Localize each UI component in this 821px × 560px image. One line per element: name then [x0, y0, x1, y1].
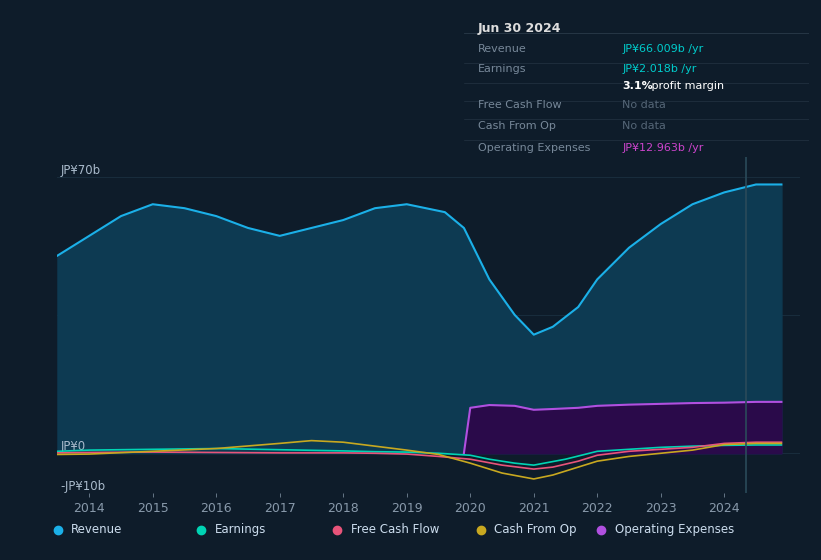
Text: 3.1%: 3.1%: [622, 81, 654, 91]
Text: Revenue: Revenue: [478, 44, 526, 54]
Text: No data: No data: [622, 120, 667, 130]
Text: Jun 30 2024: Jun 30 2024: [478, 22, 562, 35]
Text: Operating Expenses: Operating Expenses: [478, 143, 590, 153]
Text: JP¥70b: JP¥70b: [61, 164, 101, 176]
Text: JP¥2.018b /yr: JP¥2.018b /yr: [622, 64, 697, 74]
Text: Cash From Op: Cash From Op: [478, 120, 556, 130]
Text: Operating Expenses: Operating Expenses: [615, 523, 734, 536]
Text: Earnings: Earnings: [478, 64, 526, 74]
Text: profit margin: profit margin: [649, 81, 724, 91]
Text: Cash From Op: Cash From Op: [494, 523, 576, 536]
Text: Revenue: Revenue: [71, 523, 122, 536]
Text: No data: No data: [622, 100, 667, 110]
Text: JP¥66.009b /yr: JP¥66.009b /yr: [622, 44, 704, 54]
Text: Free Cash Flow: Free Cash Flow: [478, 100, 562, 110]
Text: JP¥0: JP¥0: [61, 440, 85, 453]
Text: Earnings: Earnings: [215, 523, 266, 536]
Text: -JP¥10b: -JP¥10b: [61, 480, 106, 493]
Text: JP¥12.963b /yr: JP¥12.963b /yr: [622, 143, 704, 153]
Text: Free Cash Flow: Free Cash Flow: [351, 523, 439, 536]
